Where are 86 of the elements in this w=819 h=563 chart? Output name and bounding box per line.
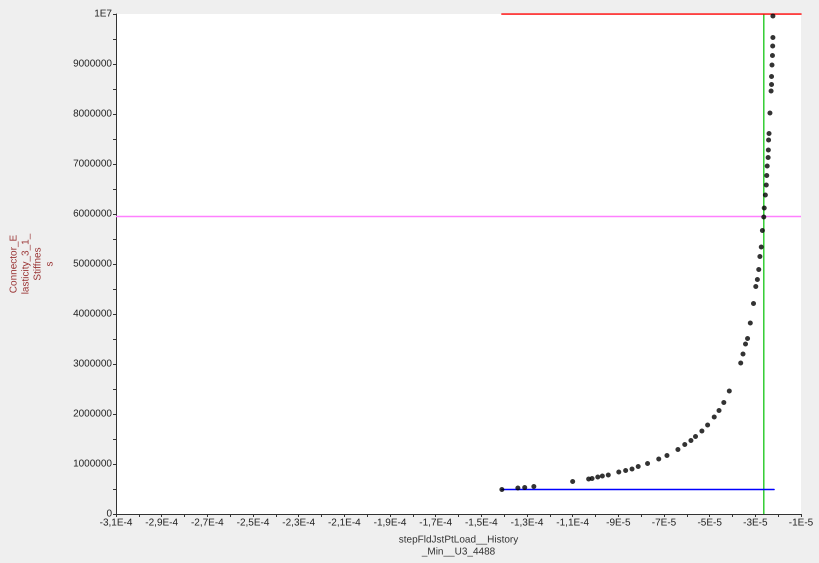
point <box>726 388 732 394</box>
point <box>606 472 611 478</box>
point <box>590 476 595 481</box>
point <box>770 62 774 68</box>
point <box>664 453 670 458</box>
point <box>769 82 774 87</box>
y-tick-label: 3000000 <box>73 358 112 370</box>
x-tick-label: -7E-5 <box>652 518 677 528</box>
point <box>770 44 776 48</box>
x-tick-label: -9E-5 <box>606 518 631 528</box>
x-tick-label: -1E-5 <box>788 518 814 528</box>
point <box>595 474 600 480</box>
point <box>499 487 504 492</box>
point <box>675 447 680 452</box>
point <box>754 277 760 282</box>
point <box>767 110 772 116</box>
x-tick-label: -2,5E-4 <box>236 518 270 528</box>
point <box>616 470 622 474</box>
point <box>712 414 717 420</box>
y-tick-label: 8000000 <box>73 108 112 120</box>
point <box>766 138 772 142</box>
y-tick-label: 0 <box>106 508 112 520</box>
y-tick-label: 5000000 <box>73 258 112 270</box>
point <box>531 484 536 489</box>
point <box>515 486 520 490</box>
point <box>623 468 628 473</box>
y-axis-title: Connector_E lasticity_3_1_ Stiffnes s <box>8 233 56 294</box>
point <box>748 320 753 326</box>
x-tick-label: -1,1E-4 <box>556 518 590 528</box>
point <box>766 148 771 152</box>
point <box>751 301 756 306</box>
point <box>764 173 770 178</box>
y-tick-label: 1000000 <box>73 458 112 470</box>
point <box>766 155 771 160</box>
x-tick-label: -1,7E-4 <box>419 518 452 528</box>
x-tick-label: -2,7E-4 <box>190 518 224 528</box>
x-tick-label: -1,9E-4 <box>374 518 407 528</box>
point <box>769 74 774 79</box>
point <box>745 336 750 341</box>
point <box>762 206 767 210</box>
y-tick-label: 1E7 <box>94 8 112 20</box>
point <box>522 485 528 490</box>
point <box>743 342 748 346</box>
point <box>756 267 762 272</box>
point <box>761 214 766 220</box>
x-tick-label: -5E-5 <box>697 518 722 528</box>
point <box>600 474 605 478</box>
x-tick-label: -1,5E-4 <box>464 518 498 528</box>
point <box>740 352 746 356</box>
point <box>738 360 744 366</box>
point <box>753 284 758 289</box>
x-tick-label: -3E-5 <box>743 518 768 528</box>
x-tick-label: -2,3E-4 <box>282 518 316 528</box>
point <box>764 164 770 168</box>
point <box>716 408 722 413</box>
point <box>630 466 635 472</box>
y-tick-label: 4000000 <box>73 308 112 320</box>
point <box>693 434 698 439</box>
point <box>770 14 776 18</box>
y-tick-label: 2000000 <box>73 408 112 420</box>
point <box>688 438 694 443</box>
point <box>699 428 704 434</box>
x-tick-label: -2,1E-4 <box>328 518 362 528</box>
point <box>760 228 765 233</box>
point <box>770 53 775 58</box>
point <box>705 422 710 428</box>
point <box>682 442 688 447</box>
point <box>656 456 662 462</box>
x-axis-title: stepFldJstPtLoad__History _Min__U3_4488 <box>398 534 518 558</box>
point <box>768 88 774 94</box>
point <box>770 35 776 40</box>
point <box>762 192 768 198</box>
point <box>570 479 576 484</box>
point <box>766 131 772 136</box>
x-tick-label: -3,1E-4 <box>100 518 133 528</box>
x-tick-label: -1,3E-4 <box>510 518 544 528</box>
point <box>758 244 764 250</box>
y-tick-label: 7000000 <box>73 158 112 170</box>
y-tick-label: 9000000 <box>73 58 112 70</box>
point <box>757 254 762 259</box>
point <box>764 182 769 188</box>
x-tick-label: -2,9E-4 <box>145 518 178 528</box>
point <box>721 400 726 405</box>
point <box>636 464 641 469</box>
point <box>645 461 650 466</box>
y-tick-label: 6000000 <box>73 208 112 220</box>
